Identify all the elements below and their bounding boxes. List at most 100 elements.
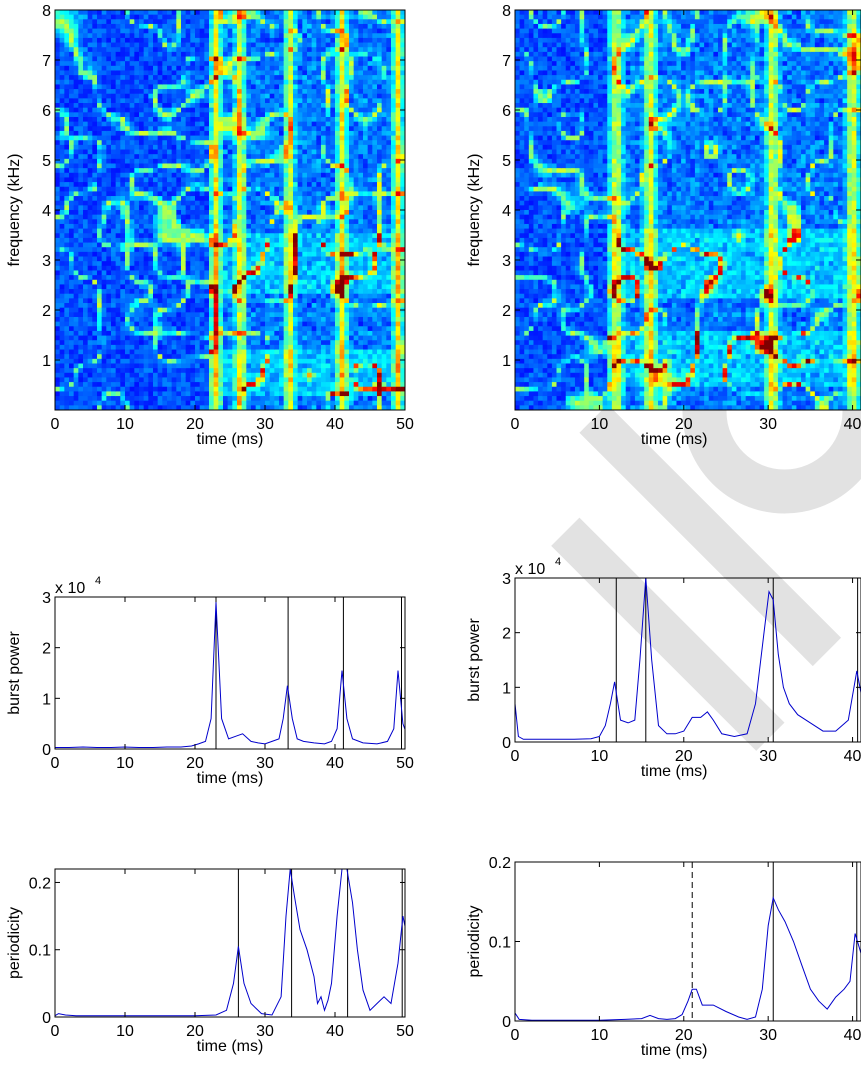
spectrogram-cell: [185, 42, 191, 48]
spectrogram-cell: [134, 340, 140, 346]
spectrogram-cell: [129, 182, 135, 188]
spectrogram-cell: [321, 261, 327, 267]
spectrogram-cell: [237, 70, 243, 76]
spectrogram-cell: [185, 275, 191, 281]
spectrogram-cell: [157, 237, 163, 244]
spectrogram-cell: [260, 270, 266, 276]
spectrogram-cell: [260, 149, 266, 155]
spectrogram-cell: [73, 196, 79, 202]
spectrogram-cell: [64, 330, 70, 337]
spectrogram-cell: [134, 33, 140, 39]
spectrogram-cell: [307, 121, 313, 127]
spectrogram-cell: [101, 382, 107, 388]
spectrogram-cell: [73, 200, 79, 206]
spectrogram-cell: [83, 186, 89, 192]
spectrogram-cell: [143, 23, 149, 30]
spectrogram-cell: [134, 98, 140, 104]
spectrogram-cell: [59, 251, 65, 258]
spectrogram-cell: [181, 247, 187, 253]
spectrogram-cell: [55, 23, 61, 30]
spectrogram-cell: [302, 303, 308, 309]
spectrogram-cell: [279, 172, 285, 179]
spectrogram-cell: [181, 163, 187, 169]
spectrogram-cell: [288, 270, 294, 276]
spectrogram-cell: [162, 19, 168, 25]
spectrogram-cell: [83, 51, 89, 58]
spectrogram-cell: [199, 391, 205, 397]
spectrogram-cell: [237, 186, 243, 192]
spectrogram-cell: [227, 144, 233, 151]
spectrogram-cell: [321, 298, 327, 304]
spectrogram-cell: [181, 65, 187, 72]
spectrogram-cell: [185, 335, 191, 341]
spectrogram-cell: [185, 316, 191, 323]
spectrogram-cell: [251, 219, 257, 225]
spectrogram-cell: [111, 56, 117, 62]
spectrogram-cell: [111, 84, 117, 90]
spectrogram-cell: [73, 223, 79, 230]
spectrogram-cell: [302, 396, 308, 402]
spectrogram-cell: [181, 28, 187, 34]
spectrogram-cell: [101, 196, 107, 202]
spectrogram-cell: [92, 33, 98, 39]
spectrogram-cell: [213, 42, 219, 48]
spectrogram-cell: [92, 247, 98, 253]
spectrogram-cell: [59, 65, 65, 72]
spectrogram-cell: [265, 251, 271, 258]
spectrogram-cell: [115, 372, 121, 379]
spectrogram-cell: [265, 391, 271, 397]
spectrogram-cell: [125, 14, 131, 20]
spectrogram-cell: [115, 42, 121, 48]
spectrogram-cell: [143, 368, 149, 374]
spectrogram-cell: [167, 312, 173, 318]
spectrogram-cell: [251, 363, 257, 369]
spectrogram-cell: [64, 261, 70, 267]
spectrogram-cell: [185, 247, 191, 253]
spectrogram-cell: [73, 298, 79, 304]
spectrogram-cell: [83, 368, 89, 374]
spectrogram-cell: [148, 303, 154, 309]
spectrogram-cell: [223, 284, 229, 290]
spectrogram-cell: [101, 279, 107, 286]
spectrogram-cell: [279, 89, 285, 95]
spectrogram-cell: [251, 103, 257, 109]
spectrogram-cell: [195, 265, 201, 272]
spectrogram-cell: [204, 93, 210, 99]
spectrogram-cell: [246, 219, 252, 225]
spectrogram-cell: [223, 400, 229, 406]
spectrogram-cell: [97, 168, 103, 174]
spectrogram-cell: [204, 186, 210, 192]
spectrogram-cell: [223, 358, 229, 365]
spectrogram-cell: [241, 335, 247, 341]
spectrogram-cell: [87, 65, 93, 72]
spectrogram-cell: [237, 168, 243, 174]
spectrogram-cell: [106, 70, 112, 76]
spectrogram-cell: [171, 363, 177, 369]
spectrogram-cell: [293, 386, 299, 392]
spectrogram-cell: [274, 270, 280, 276]
spectrogram-cell: [59, 121, 65, 127]
spectrogram-cell: [251, 316, 257, 323]
spectrogram-cell: [92, 386, 98, 392]
spectrogram-cell: [251, 233, 257, 239]
spectrogram-cell: [227, 247, 233, 253]
spectrogram-cell: [83, 10, 89, 16]
spectrogram-cell: [101, 144, 107, 151]
spectrogram-cell: [73, 126, 79, 132]
spectrogram-cell: [101, 186, 107, 192]
spectrogram-cell: [115, 107, 121, 113]
spectrogram-cell: [64, 149, 70, 155]
spectrogram-cell: [311, 270, 317, 276]
spectrogram-cell: [251, 65, 257, 72]
spectrogram-cell: [101, 191, 107, 197]
spectrogram-cell: [213, 200, 219, 206]
spectrogram-cell: [129, 233, 135, 239]
spectrogram-cell: [311, 210, 317, 216]
spectrogram-cell: [209, 251, 215, 258]
spectrogram-cell: [204, 298, 210, 304]
spectrogram-cell: [120, 75, 126, 81]
spectrogram-cell: [55, 330, 61, 337]
spectrogram-cell: [227, 19, 233, 25]
spectrogram-cell: [92, 330, 98, 337]
spectrogram-cell: [106, 144, 112, 151]
